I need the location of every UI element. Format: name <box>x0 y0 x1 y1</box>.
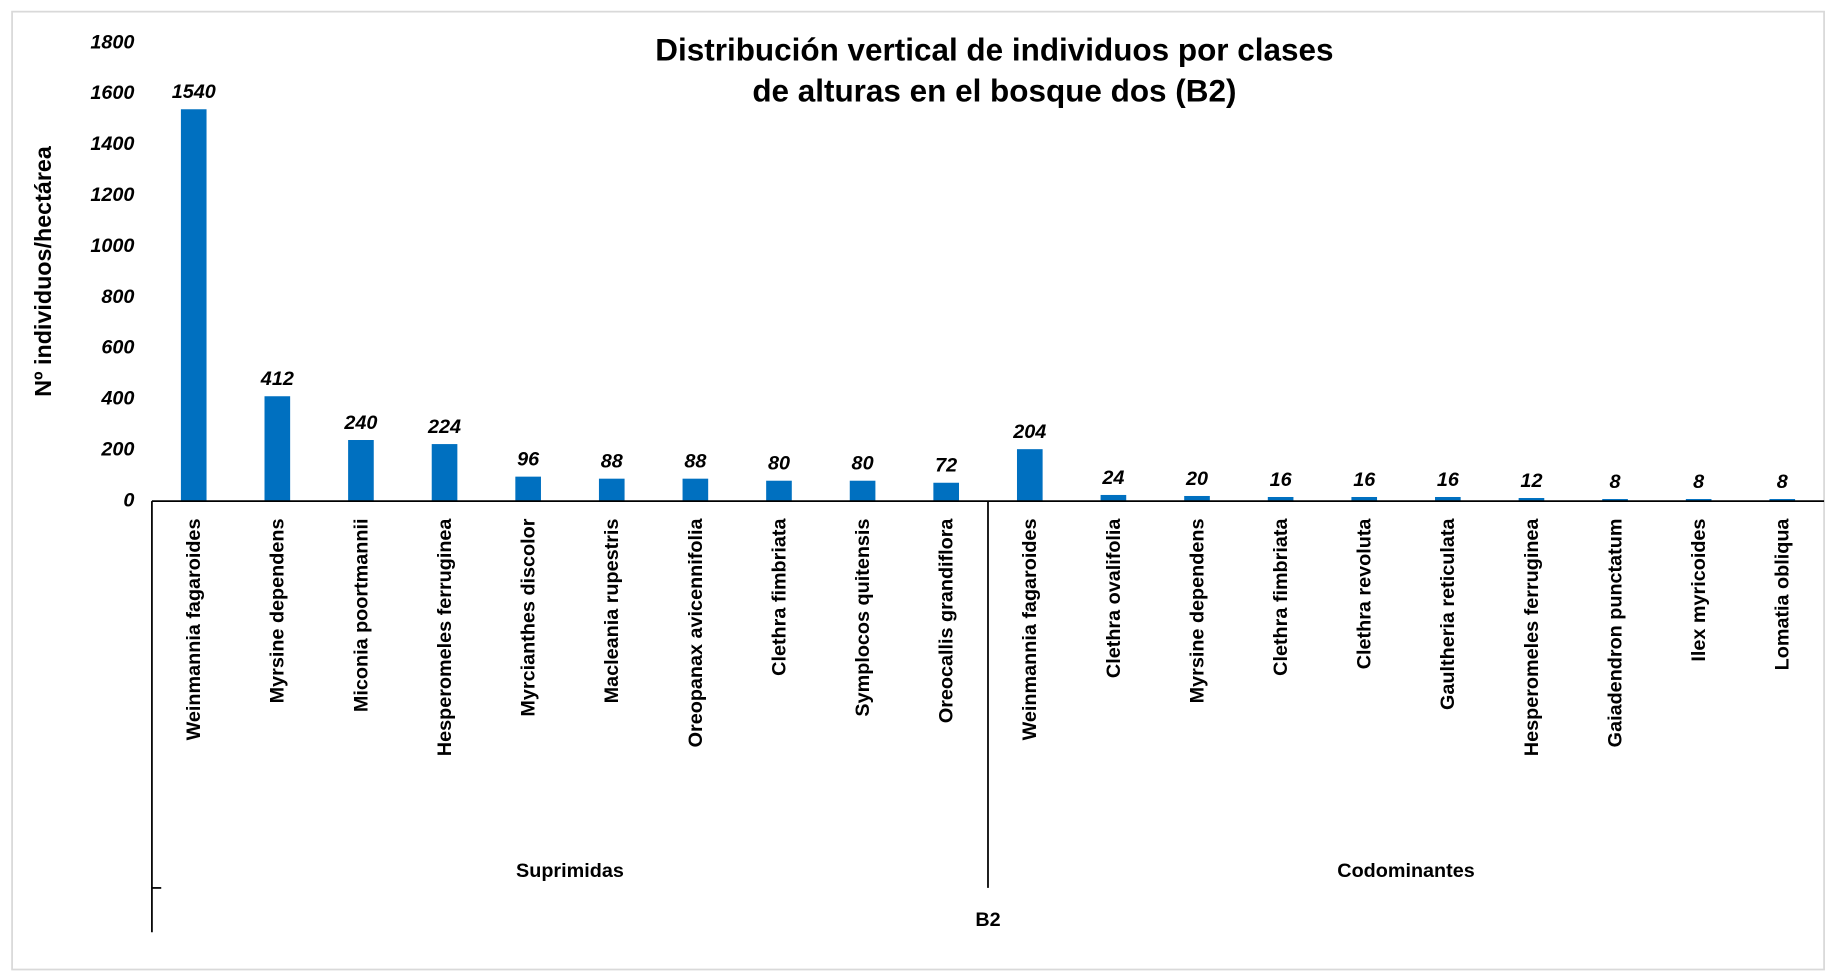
bar <box>1518 498 1545 502</box>
x-tick-label: Clethra ovalifolia <box>1103 518 1125 679</box>
x-tick-label: Weinmannia fagaroides <box>1019 519 1041 741</box>
value-label: 16 <box>1270 469 1293 491</box>
value-label: 16 <box>1353 469 1376 491</box>
bar <box>849 480 876 502</box>
x-tick-label: Weinmannia fagaroides <box>183 519 205 741</box>
value-label: 80 <box>768 453 790 475</box>
value-label: 240 <box>343 412 377 434</box>
value-label: 96 <box>517 449 540 471</box>
y-tick-label: 1400 <box>90 133 134 155</box>
bar <box>1184 495 1210 502</box>
y-tick-label: 800 <box>101 286 134 308</box>
value-label: 24 <box>1101 467 1124 489</box>
value-label: 1540 <box>172 81 216 103</box>
bar <box>1267 496 1294 502</box>
value-label: 204 <box>1012 421 1046 443</box>
bar <box>264 396 291 502</box>
value-label: 8 <box>1777 471 1788 493</box>
x-tick-label: Oreopanax avicennifolia <box>685 518 707 748</box>
bar <box>682 478 709 502</box>
value-label: 12 <box>1520 470 1542 492</box>
y-tick-label: 1800 <box>90 31 134 53</box>
value-label: 8 <box>1693 471 1704 493</box>
bar <box>515 476 541 502</box>
bar <box>598 478 625 502</box>
y-tick-label: 600 <box>101 337 134 359</box>
value-label: 412 <box>260 368 294 390</box>
value-label: 16 <box>1437 469 1460 491</box>
value-label: 20 <box>1185 468 1208 490</box>
x-tick-label: Myrsine dependens <box>1186 519 1208 704</box>
bar <box>1016 449 1043 502</box>
bar <box>1602 499 1628 502</box>
x-tick-label: Miconia poortmannii <box>350 519 372 713</box>
y-tick-label: 1000 <box>90 235 134 257</box>
y-tick-label: 1600 <box>90 82 134 104</box>
value-label: 88 <box>601 451 623 473</box>
x-tick-label: Ilex myricoides <box>1688 519 1710 662</box>
x-tick-label: Lomatia obliqua <box>1772 518 1794 671</box>
outer-label: B2 <box>975 909 1000 931</box>
chart-title: de alturas en el bosque dos (B2) <box>752 74 1236 109</box>
value-label: 72 <box>935 455 957 477</box>
y-tick-label: 200 <box>100 438 134 460</box>
group-label: Codominantes <box>1337 860 1474 882</box>
x-tick-label: Myrcianthes discolor <box>518 518 540 716</box>
x-tick-label: Gaiadendron punctatum <box>1604 519 1626 748</box>
x-tick-label: Hesperomeles ferruginea <box>1521 518 1543 757</box>
chart-border <box>11 10 1825 971</box>
bar <box>431 444 458 502</box>
value-label: 224 <box>427 416 461 438</box>
value-label: 80 <box>852 453 874 475</box>
x-tick-label: Clethra revoluta <box>1354 518 1376 670</box>
y-tick-label: 400 <box>100 388 134 410</box>
x-tick-label: Oreocallis grandiflora <box>936 518 958 724</box>
value-label: 88 <box>684 451 706 473</box>
x-tick-label: Clethra fimbriata <box>1270 518 1292 676</box>
x-tick-label: Hesperomeles ferruginea <box>434 518 456 757</box>
bar <box>1351 496 1378 502</box>
bar <box>1769 499 1796 502</box>
group-label: Suprimidas <box>516 860 624 882</box>
bar <box>1685 499 1712 502</box>
x-tick-label: Myrsine dependens <box>267 519 289 704</box>
y-tick-label: 0 <box>123 489 134 511</box>
value-label: 8 <box>1610 471 1621 493</box>
bar <box>1100 494 1127 502</box>
x-tick-label: Clethra fimbriata <box>768 518 790 676</box>
bar <box>180 109 207 502</box>
bar <box>1435 496 1461 502</box>
x-tick-label: Macleania rupestris <box>601 519 623 704</box>
chart-title: Distribución vertical de individuos por … <box>655 33 1333 68</box>
y-axis-label: Nº individuos/hectárea <box>30 145 56 397</box>
bar <box>933 482 960 502</box>
x-tick-label: Gaultheria reticulata <box>1437 518 1459 710</box>
bar <box>348 440 374 502</box>
y-tick-label: 1200 <box>90 184 134 206</box>
x-tick-label: Symplocos quitensis <box>852 519 874 717</box>
bar <box>766 480 792 502</box>
